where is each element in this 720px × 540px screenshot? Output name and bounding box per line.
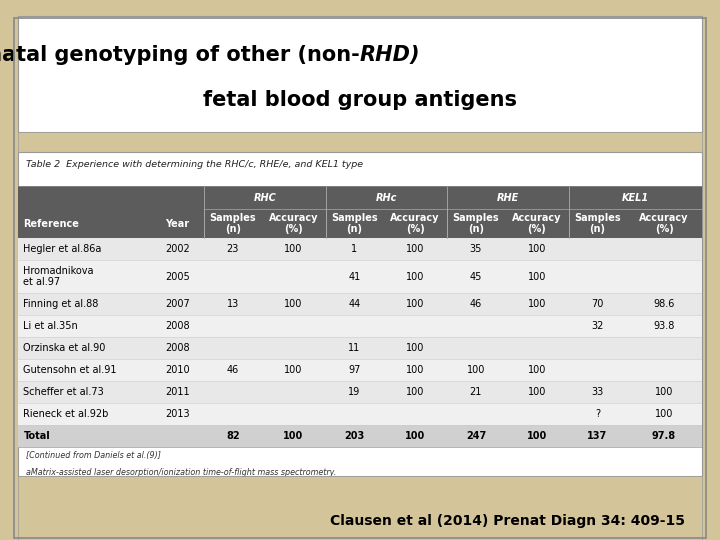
Bar (18, 209, 702, 238)
Text: fetal blood group antigens: fetal blood group antigens (203, 90, 517, 110)
Text: ?: ? (595, 409, 600, 420)
Text: 11: 11 (348, 343, 361, 353)
Bar (18, 359, 702, 381)
Text: Accuracy
(%): Accuracy (%) (390, 213, 440, 234)
Text: 100: 100 (284, 366, 302, 375)
Bar (18, 238, 702, 260)
Text: 100: 100 (654, 387, 673, 397)
Text: 45: 45 (469, 272, 482, 282)
Bar (18, 293, 702, 315)
Text: 82: 82 (226, 431, 240, 441)
Text: 100: 100 (526, 431, 546, 441)
Text: 46: 46 (469, 299, 482, 309)
Text: 2007: 2007 (165, 299, 190, 309)
Text: RHE: RHE (497, 193, 519, 202)
Text: 100: 100 (406, 366, 424, 375)
Text: 100: 100 (406, 387, 424, 397)
Text: 137: 137 (588, 431, 608, 441)
Text: 33: 33 (591, 387, 603, 397)
Text: 100: 100 (528, 244, 546, 254)
Text: 2010: 2010 (166, 366, 190, 375)
Text: Hegler et al.86a: Hegler et al.86a (24, 244, 102, 254)
Text: Samples
(n): Samples (n) (574, 213, 621, 234)
Text: [Continued from Daniels et al.(9)]: [Continued from Daniels et al.(9)] (26, 451, 161, 460)
Text: 100: 100 (528, 366, 546, 375)
Bar (18, 403, 702, 426)
Text: 19: 19 (348, 387, 361, 397)
Text: 98.6: 98.6 (653, 299, 675, 309)
Bar (18, 186, 702, 448)
Text: 100: 100 (406, 272, 424, 282)
Text: Orzinska et al.90: Orzinska et al.90 (24, 343, 106, 353)
Text: 35: 35 (469, 244, 482, 254)
Text: aMatrix-assisted laser desorption/ionization time-of-flight mass spectrometry.: aMatrix-assisted laser desorption/ioniza… (26, 468, 336, 476)
Bar (18, 186, 702, 209)
Bar (18, 260, 702, 293)
Text: 100: 100 (284, 244, 302, 254)
Text: RHD): RHD) (360, 44, 420, 64)
Text: Year: Year (166, 219, 189, 228)
Text: 2008: 2008 (166, 343, 190, 353)
Text: 2008: 2008 (166, 321, 190, 331)
Text: 44: 44 (348, 299, 361, 309)
Bar (18, 315, 702, 338)
Text: Hromadnikova
et al.97: Hromadnikova et al.97 (24, 266, 94, 287)
Text: 41: 41 (348, 272, 361, 282)
Text: 100: 100 (406, 343, 424, 353)
Text: Rieneck et al.92b: Rieneck et al.92b (24, 409, 109, 420)
Text: Non-invasive prenatal genotyping of other (non-: Non-invasive prenatal genotyping of othe… (0, 44, 360, 64)
Text: 100: 100 (467, 366, 485, 375)
Text: 100: 100 (654, 409, 673, 420)
Text: 100: 100 (284, 431, 304, 441)
Text: 46: 46 (227, 366, 239, 375)
Bar (18, 426, 702, 448)
Text: 100: 100 (528, 272, 546, 282)
Text: Samples
(n): Samples (n) (453, 213, 499, 234)
Text: 23: 23 (227, 244, 239, 254)
Text: 247: 247 (466, 431, 486, 441)
Text: Reference: Reference (24, 219, 79, 228)
Text: Scheffer et al.73: Scheffer et al.73 (24, 387, 104, 397)
Text: 13: 13 (227, 299, 239, 309)
Text: 70: 70 (591, 299, 603, 309)
Text: 97.8: 97.8 (652, 431, 676, 441)
Text: Li et al.35n: Li et al.35n (24, 321, 78, 331)
Text: Samples
(n): Samples (n) (210, 213, 256, 234)
Text: bProof-of-concept study using next generation sequencing.: bProof-of-concept study using next gener… (26, 484, 264, 492)
Text: 21: 21 (469, 387, 482, 397)
Text: 203: 203 (344, 431, 364, 441)
Text: Gutensohn et al.91: Gutensohn et al.91 (24, 366, 117, 375)
Text: Accuracy
(%): Accuracy (%) (512, 213, 562, 234)
Text: Total: Total (24, 431, 50, 441)
Text: 100: 100 (406, 299, 424, 309)
Text: 2011: 2011 (166, 387, 190, 397)
Text: 93.8: 93.8 (653, 321, 675, 331)
Text: Table 2  Experience with determining the RHC/c, RHE/e, and KEL1 type: Table 2 Experience with determining the … (26, 160, 364, 170)
Text: 32: 32 (591, 321, 603, 331)
Text: Finning et al.88: Finning et al.88 (24, 299, 99, 309)
Text: 100: 100 (528, 299, 546, 309)
Text: 97: 97 (348, 366, 361, 375)
Text: 100: 100 (528, 387, 546, 397)
Text: RHc: RHc (376, 193, 397, 202)
Text: Accuracy
(%): Accuracy (%) (639, 213, 689, 234)
Text: Samples
(n): Samples (n) (331, 213, 377, 234)
Text: Clausen et al (2014) Prenat Diagn 34: 409-15: Clausen et al (2014) Prenat Diagn 34: 40… (330, 514, 685, 528)
Text: 100: 100 (405, 431, 426, 441)
Text: 2002: 2002 (165, 244, 190, 254)
Bar (18, 381, 702, 403)
Text: 100: 100 (406, 244, 424, 254)
Text: 2013: 2013 (166, 409, 190, 420)
Text: KEL1: KEL1 (622, 193, 649, 202)
Text: 2005: 2005 (165, 272, 190, 282)
Text: Accuracy
(%): Accuracy (%) (269, 213, 318, 234)
Text: RHC: RHC (253, 193, 276, 202)
Text: 1: 1 (351, 244, 357, 254)
Bar (18, 338, 702, 359)
Text: 100: 100 (284, 299, 302, 309)
